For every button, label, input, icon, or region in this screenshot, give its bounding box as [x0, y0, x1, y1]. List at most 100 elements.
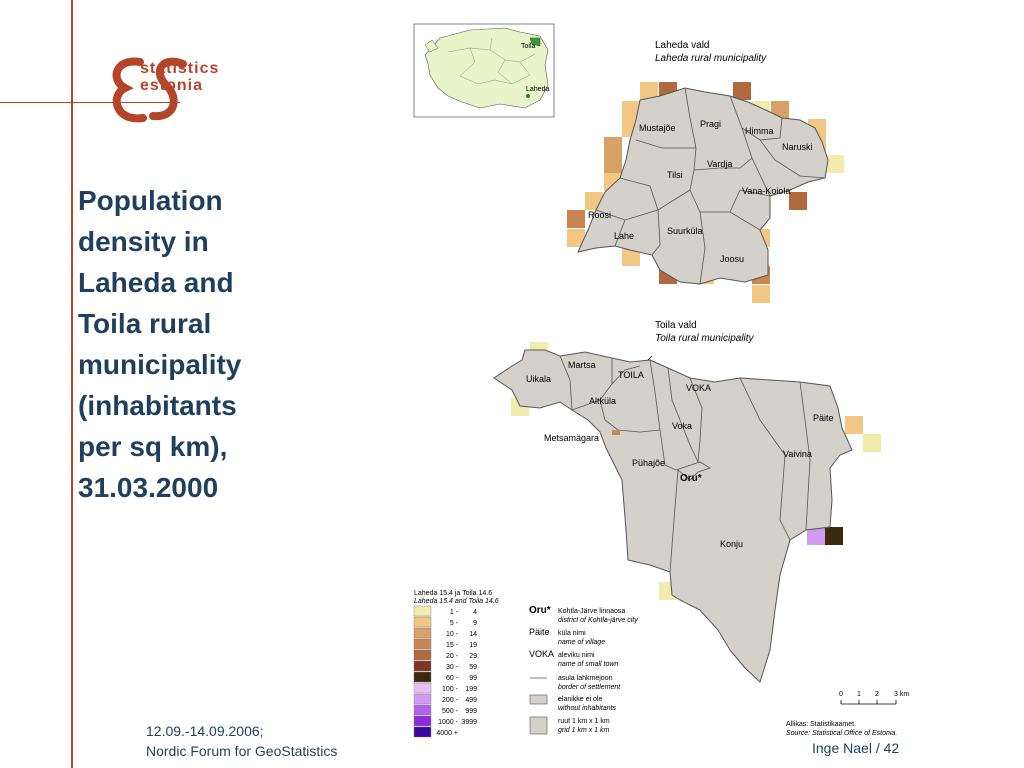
legend-class-from-5: 30 -	[446, 664, 459, 671]
legend-symbol-en-2: name of small town	[558, 661, 618, 668]
legend-swatch-8	[413, 693, 432, 705]
scale-tick-3: 3 km	[894, 691, 909, 698]
laheda-village-vardja: Vardja	[707, 159, 732, 169]
legend-swatch-10	[413, 715, 432, 727]
legend-swatch-3	[413, 638, 432, 650]
legend-class-to-7: 199	[465, 686, 477, 693]
legend-symbol-text-5: ruut 1 km x 1 km	[558, 718, 610, 725]
laheda-village-himma: Himma	[745, 126, 774, 136]
legend-class-from-10: 1000 -	[438, 719, 459, 726]
legend-symbol-code-0: Oru*	[529, 605, 551, 616]
laheda-village-joosu: Joosu	[720, 254, 744, 264]
legend-classes: 1 - 4 5 - 9 10 - 14 15 - 19 20 - 29 30 - 59 60 - 99 10…	[413, 605, 477, 738]
legend-class-from-3: 15 -	[446, 642, 459, 649]
toila-village-voka: Voka	[672, 421, 692, 431]
legend-class-to-10: 3999	[461, 719, 477, 726]
legend-symbol-en-0: district of Kohtla-järve city	[558, 617, 638, 624]
legend-class-to-4: 29	[469, 653, 477, 660]
legend: Laheda 15.4 ja Toila 14.6 Laheda 15.4 an…	[413, 590, 638, 738]
legend-symbol-en-3: border of settlement	[558, 684, 621, 691]
legend-class-to-9: 999	[465, 708, 477, 715]
logo-wordmark: statistics estonia	[140, 60, 219, 94]
legend-class-to-3: 19	[469, 642, 477, 649]
legend-symbol-code-1: Päite	[529, 627, 550, 637]
toila-village-paite: Päite	[813, 413, 834, 423]
scale-tick-1: 1	[857, 691, 861, 698]
legend-symbol-text-2: aleviku nimi	[558, 652, 595, 659]
laheda-title-en: Laheda rural municipality	[655, 53, 767, 64]
legend-swatch-11	[413, 726, 432, 738]
legend-class-to-6: 99	[469, 675, 477, 682]
toila-village-vaivina: Vaivina	[783, 449, 812, 459]
legend-class-from-7: 100 -	[442, 686, 459, 693]
laheda-village-mustajoe: Mustajõe	[639, 123, 676, 133]
legend-class-to-1: 9	[473, 620, 477, 627]
legend-class-to-8: 499	[465, 697, 477, 704]
legend-swatch-2	[413, 627, 432, 639]
toila-village-puhajoe: Pühajõe	[632, 458, 665, 468]
legend-symbol-text-1: küla nimi	[558, 630, 586, 637]
legend-symbol-code-2: VOKA	[529, 649, 554, 659]
legend-swatch-1	[413, 616, 432, 628]
laheda-village-naruski: Naruski	[782, 142, 813, 152]
legend-class-from-0: 1 -	[450, 609, 459, 616]
toila-village-metsamagara: Metsamägara	[544, 433, 599, 443]
legend-class-to-5: 59	[469, 664, 477, 671]
laheda-village-roosi: Roosi	[588, 210, 611, 220]
logo-line-1: statistics	[140, 60, 220, 77]
scale-bar: 0 1 2 3 km	[839, 691, 909, 705]
laheda-village-pragi: Pragi	[700, 119, 721, 129]
footer-event: 12.09.-14.09.2006; Nordic Forum for GeoS…	[146, 723, 338, 759]
toila-town-toila: TOILA	[618, 370, 644, 380]
legend-grid-swatch	[529, 716, 548, 735]
inset-map: Toila Laheda	[413, 23, 555, 118]
toila-title-en: Toila rural municipality	[655, 333, 755, 344]
statistics-estonia-logo	[112, 57, 187, 123]
laheda-village-vana-koiola: Vana-Koiola	[742, 186, 790, 196]
legend-symbol-text-4: elanikke ei ole	[558, 696, 602, 703]
toila-title: Toila vald	[655, 320, 697, 331]
vertical-rule	[71, 0, 73, 768]
legend-swatch-5	[413, 660, 432, 672]
legend-class-to-0: 4	[473, 609, 477, 616]
legend-class-from-9: 500 -	[442, 708, 459, 715]
legend-swatch-6	[413, 671, 432, 683]
toila-municipality: Martsa TOILA Uikala VOKA Altküla Metsamä…	[493, 349, 853, 683]
legend-class-from-8: 200 -	[442, 697, 459, 704]
footer-author: Inge Nael / 42	[812, 740, 900, 756]
laheda-village-suurkula: Suurküla	[667, 226, 703, 236]
toila-village-konju: Konju	[720, 539, 743, 549]
legend-swatch-0	[413, 605, 432, 617]
laheda-village-tilsi: Tilsi	[667, 170, 683, 180]
toila-district-oru: Oru*	[680, 473, 702, 484]
legend-class-from-2: 10 -	[446, 631, 459, 638]
legend-symbol-en-1: name of village	[558, 639, 605, 646]
laheda-title: Laheda vald	[655, 40, 710, 51]
toila-town-voka: VOKA	[686, 383, 711, 393]
legend-class-from-6: 60 -	[446, 675, 459, 682]
toila-village-altkula: Altküla	[589, 396, 616, 406]
toila-village-martsa: Martsa	[568, 360, 596, 370]
inset-label-toila: Toila	[521, 43, 536, 50]
page-title: Population density in Laheda and Toila r…	[78, 185, 242, 503]
legend-header-en: Laheda 15.4 and Toila 14.6	[414, 598, 499, 605]
legend-class-from-1: 5 -	[450, 620, 459, 627]
source-et: Allikas: Statistikaamet.	[786, 721, 856, 728]
legend-swatch-4	[413, 649, 432, 661]
legend-uninhabited-swatch	[529, 694, 548, 705]
laheda-municipality: Mustajõe Pragi Himma Naruski Vardja Tils…	[577, 87, 829, 285]
source-en: Source: Statistical Office of Estonia.	[786, 730, 897, 737]
legend-header: Laheda 15.4 ja Toila 14.6	[414, 590, 492, 597]
legend-symbol-text-3: asula lahkmejoon	[558, 675, 613, 682]
legend-class-to-2: 14	[469, 631, 477, 638]
legend-swatch-7	[413, 682, 432, 694]
legend-swatch-9	[413, 704, 432, 716]
laheda-village-lahe: Lahe	[614, 231, 634, 241]
legend-symbol-en-5: grid 1 km x 1 km	[558, 727, 610, 734]
legend-symbol-text-0: Kohtla-Järve linnaosa	[558, 608, 625, 615]
scale-tick-0: 0	[839, 691, 843, 698]
logo-line-2: estonia	[140, 77, 204, 94]
inset-label-laheda: Laheda	[526, 86, 549, 93]
legend-class-from-4: 20 -	[446, 653, 459, 660]
